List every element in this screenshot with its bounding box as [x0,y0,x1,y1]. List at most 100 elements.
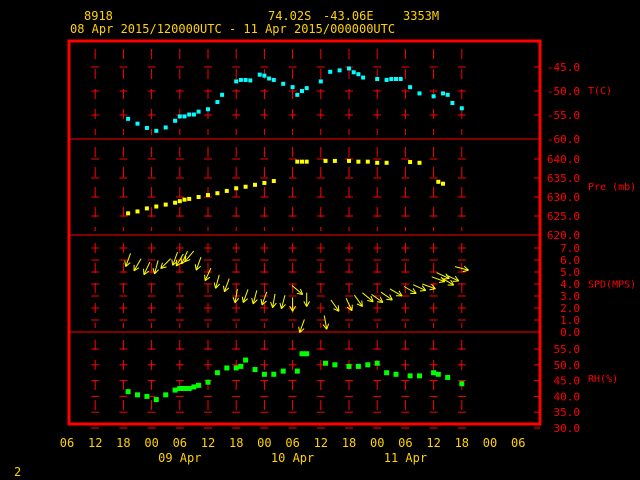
y-tick-label: 0.0 [560,326,580,339]
temperature-point [281,81,286,86]
wind-shaft [261,291,268,306]
x-tick-label: 12 [88,436,102,450]
wind-arrow [175,253,184,267]
panel-ylabel: RH(%) [588,374,618,385]
pressure-point [234,186,239,191]
pressure-point [215,191,220,196]
x-tick-label: 06 [398,436,412,450]
x-tick-label: 18 [342,436,356,450]
wind-head [379,296,384,303]
pressure-point [262,180,267,185]
rh-point [153,397,159,403]
pressure-point [177,199,182,204]
temperature-point [295,92,300,97]
wind-arrow [422,283,436,291]
rh-point [214,370,220,376]
temperature-point [196,109,201,114]
rh-point [323,360,328,366]
wind-arrow [412,284,427,292]
wind-head [143,270,150,276]
wind-head [252,299,258,305]
temperature-point [234,79,239,84]
temperature-point [187,112,192,117]
pressure-point [304,159,309,164]
corner-label: 2 [14,465,22,479]
temperature-point [238,77,243,82]
y-tick-label: 50.0 [554,359,581,372]
wind-head [306,301,311,307]
time-range: 08 Apr 2015/120000UTC - 11 Apr 2015/0000… [70,22,396,36]
wind-shaft [242,289,249,303]
pressure-point [332,158,337,163]
temperature-point [318,79,323,84]
wind-arrow [441,277,455,286]
wind-head [281,304,286,310]
pressure-point [323,158,328,163]
temperature-point [337,68,342,73]
x-date-label: 11 Apr [384,451,427,465]
wind-head [171,259,174,266]
temperature-point [394,77,398,81]
wind-shaft [172,252,178,266]
temperature-point [356,72,361,77]
x-tick-label: 18 [116,436,130,450]
wind-arrow [213,274,221,289]
rh-point [365,362,371,368]
temperature-point [351,70,356,75]
wind-arrow [204,267,212,282]
wind-shaft [431,276,446,283]
rh-point [304,351,310,357]
temperature-point [389,77,394,81]
wind-arrow [298,319,305,333]
panel-ylabel: SPD(MPS) [588,280,636,291]
wind-head [356,303,363,307]
rh-point [205,379,211,385]
wind-arrow [143,261,151,276]
temperature-point [445,92,450,97]
wind-head [333,308,340,312]
temperature-point [215,100,220,105]
x-tick-label: 00 [144,436,158,450]
wind-shaft [160,258,172,269]
wind-arrow [345,297,353,312]
wind-head [296,292,303,295]
pressure-point [253,182,257,187]
temperature-point [262,73,267,78]
temperature-point [384,77,389,82]
pressure-point [271,179,276,184]
wind-head [429,288,436,291]
rh-point [417,373,422,379]
y-tick-label: 620.0 [547,229,580,242]
temperature-point [154,128,159,133]
wind-arrow [353,294,363,307]
wind-shaft [412,284,427,292]
rh-point [346,363,352,369]
rh-point [163,392,169,398]
temperature-point [173,118,178,123]
wind-arrow [223,278,230,293]
plot-frame [67,39,542,426]
wind-head [204,276,211,282]
wind-arrow [160,258,172,270]
grid [69,49,540,429]
pressure-point [173,200,178,205]
wind-head [292,305,296,312]
y-tick-label: 30.0 [554,422,581,435]
pressure-point [365,159,370,164]
temperature-point [431,94,436,99]
wind-head [299,328,305,333]
temperature-point [163,125,168,130]
temperature-point [441,91,445,96]
pressure-point [163,202,168,207]
rh-point [224,365,230,371]
wind-shaft [380,291,393,301]
wind-shaft [195,256,202,271]
wind-head [242,298,249,303]
wind-head [412,288,417,294]
panel-ylabel: Pre (mb) [588,182,636,193]
y-tick-label: -60.0 [547,133,580,146]
wind-head [241,296,244,303]
pressure-point [187,196,192,201]
rh-point [280,368,286,374]
wind-head [223,285,225,292]
